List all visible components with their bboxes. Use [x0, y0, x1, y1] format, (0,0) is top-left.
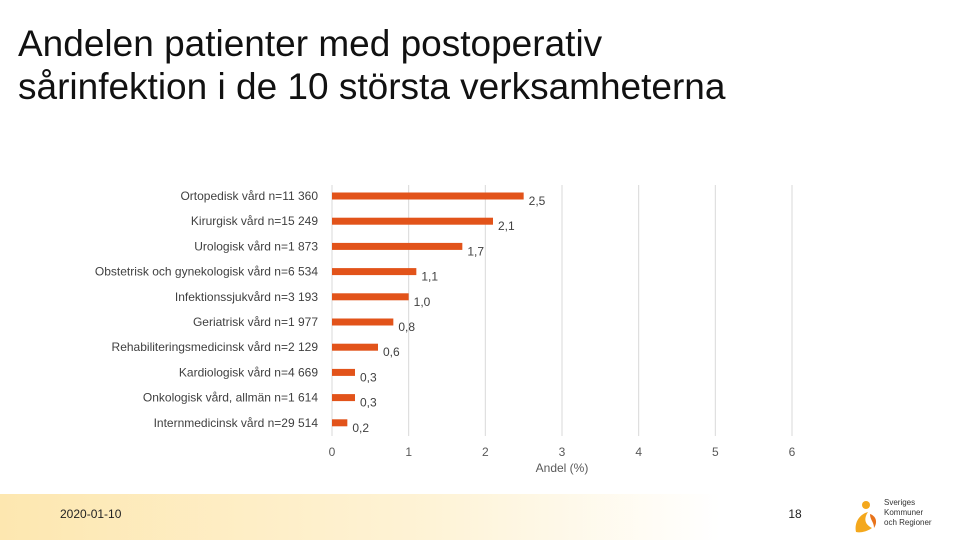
category-label: Onkologisk vård, allmän n=1 614: [143, 391, 318, 405]
data-label: 0,3: [360, 396, 377, 410]
bar: [332, 217, 493, 225]
page-number: 18: [788, 507, 802, 521]
title-line-1: Andelen patienter med postoperativ: [18, 23, 603, 64]
data-label: 0,3: [360, 370, 377, 384]
organization-logo: Sveriges Kommuner och Regioner: [850, 496, 960, 538]
bar: [332, 368, 355, 376]
data-label: 1,1: [421, 270, 438, 284]
x-tick-label: 5: [712, 445, 719, 459]
data-label: 1,0: [414, 295, 431, 309]
data-label: 0,6: [383, 345, 400, 359]
x-tick-label: 1: [405, 445, 412, 459]
x-tick-label: 6: [789, 445, 796, 459]
bar: [332, 293, 409, 301]
bar: [332, 242, 463, 250]
bar: [332, 419, 348, 427]
x-tick-label: 3: [559, 445, 566, 459]
slide-title: Andelen patienter med postoperativ sårin…: [18, 22, 948, 108]
x-tick-label: 0: [329, 445, 336, 459]
footer-band: [0, 494, 960, 540]
category-label: Rehabiliteringsmedicinsk vård n=2 129: [112, 340, 319, 354]
category-label: Kardiologisk vård n=4 669: [179, 365, 318, 379]
bar: [332, 268, 417, 276]
bar: [332, 343, 378, 351]
category-label: Internmedicinsk vård n=29 514: [154, 416, 319, 430]
bar: [332, 318, 394, 326]
category-label: Infektionssjukvård n=3 193: [175, 290, 318, 304]
data-label: 0,8: [398, 320, 415, 334]
x-tick-label: 2: [482, 445, 489, 459]
title-line-2: sårinfektion i de 10 största verksamhete…: [18, 66, 726, 107]
logo-mark-icon: [855, 501, 877, 533]
category-label: Obstetrisk och gynekologisk vård n=6 534: [95, 265, 318, 279]
category-label: Kirurgisk vård n=15 249: [191, 214, 318, 228]
category-label: Geriatrisk vård n=1 977: [193, 315, 318, 329]
bar: [332, 394, 355, 402]
logo-text: Sveriges Kommuner och Regioner: [884, 498, 932, 527]
footer-date: 2020-01-10: [60, 507, 122, 521]
data-label: 0,2: [352, 421, 369, 435]
data-label: 2,5: [529, 194, 546, 208]
data-label: 2,1: [498, 219, 515, 233]
category-label: Urologisk vård n=1 873: [194, 239, 318, 253]
x-axis-label: Andel (%): [536, 461, 589, 475]
data-label: 1,7: [467, 244, 484, 258]
bar-chart: 0 1 2 3 4 5 6 Andel (%) Ortopedisk vård n=11 360…: [95, 185, 796, 475]
bar: [332, 192, 524, 200]
category-label: Ortopedisk vård n=11 360: [180, 189, 318, 203]
x-tick-label: 4: [635, 445, 642, 459]
